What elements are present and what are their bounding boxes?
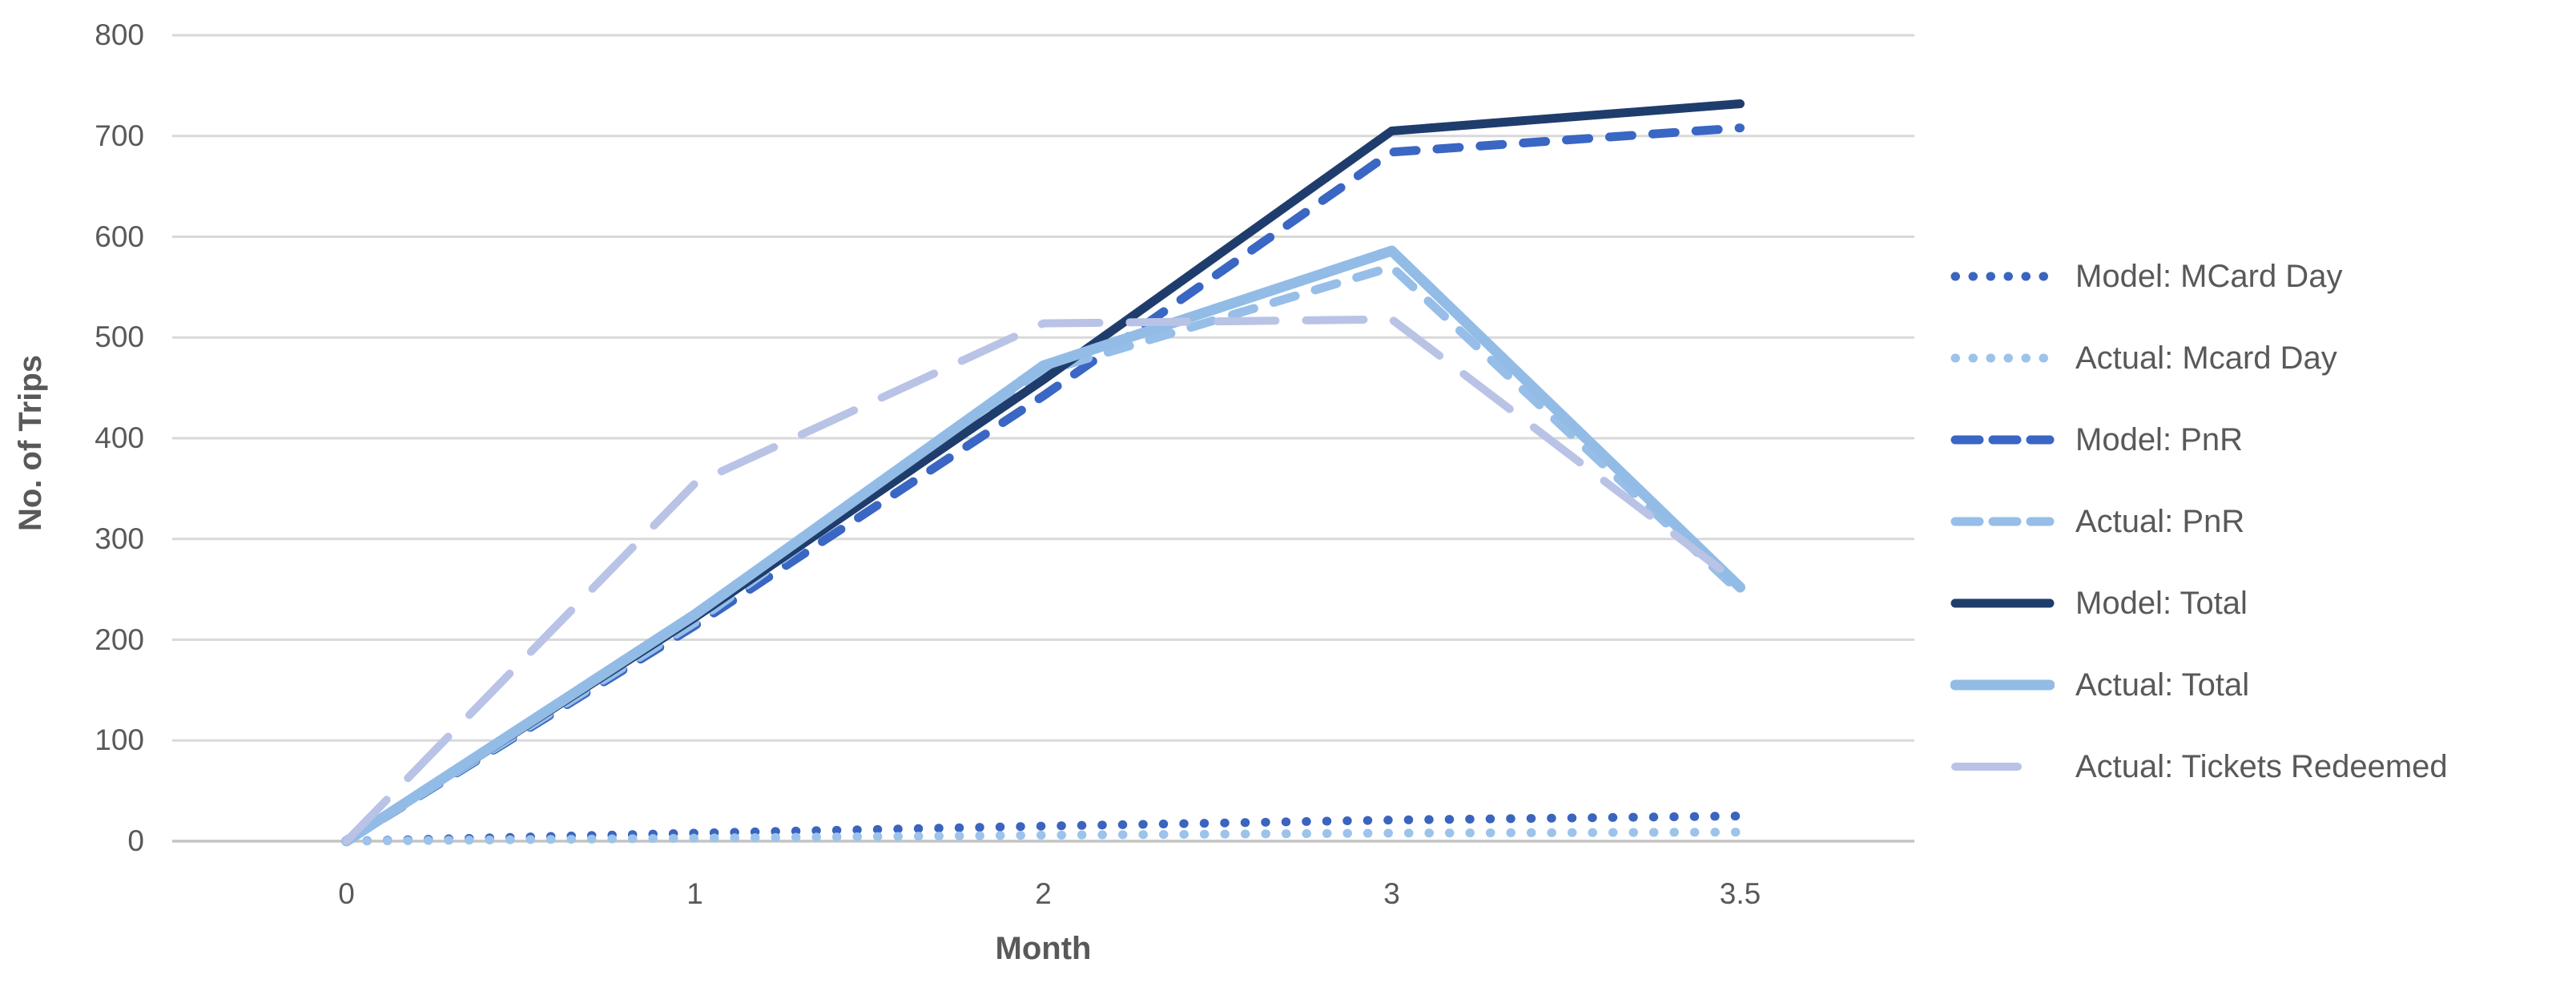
- legend-item: Actual: Tickets Redeemed: [1950, 743, 2448, 791]
- legend-item: Model: PnR: [1950, 416, 2243, 464]
- series-model-mcard-day: [342, 812, 1745, 846]
- legend-swatch-solid-icon: [1950, 598, 2055, 608]
- legend-item: Actual: Total: [1950, 661, 2249, 709]
- y-tick-label: 600: [95, 220, 144, 253]
- y-tick-label: 500: [95, 320, 144, 354]
- series-lines: [341, 99, 1745, 847]
- series-model-total: [342, 99, 1745, 846]
- y-axis-title: No. of Trips: [13, 355, 48, 531]
- legend-item: Actual: Mcard Day: [1950, 334, 2337, 382]
- gridlines: [172, 34, 1914, 843]
- legend-label: Model: Total: [2075, 585, 2248, 621]
- y-tick-label: 0: [127, 824, 144, 857]
- legend-swatch-dashed-icon: [1950, 517, 2055, 526]
- legend-item: Actual: PnR: [1950, 498, 2244, 546]
- legend-label: Actual: Total: [2075, 667, 2250, 703]
- legend-swatch-dotted-icon: [1950, 272, 2055, 281]
- legend-label: Actual: Tickets Redeemed: [2075, 748, 2448, 784]
- legend-swatch-solid-icon: [1950, 679, 2055, 691]
- legend-label: Actual: Mcard Day: [2075, 340, 2337, 376]
- series-model-pnr: [342, 123, 1745, 846]
- legend-swatch-dashed-icon: [1950, 435, 2055, 445]
- legend-item: Model: MCard Day: [1950, 252, 2342, 300]
- y-tick-label: 700: [95, 119, 144, 152]
- series-actual-mcard-day: [342, 828, 1745, 846]
- series-actual-tickets-redeemed: [342, 315, 1745, 845]
- legend-item: Model: Total: [1950, 579, 2248, 627]
- x-tick-label: 2: [1035, 877, 1052, 910]
- y-tick-label: 300: [95, 522, 144, 555]
- legend-swatch-dotted-icon: [1950, 353, 2055, 363]
- series-actual-pnr: [342, 262, 1745, 846]
- series-actual-total: [341, 245, 1745, 847]
- y-tick-label: 200: [95, 622, 144, 656]
- legend-label: Model: PnR: [2075, 421, 2243, 457]
- x-axis-title: Month: [995, 931, 1092, 966]
- x-tick-label: 1: [686, 877, 703, 910]
- legend-swatch-long-dash-icon: [1951, 763, 2054, 771]
- x-tick-label: 3: [1383, 877, 1400, 910]
- legend-label: Model: MCard Day: [2075, 258, 2343, 294]
- y-tick-label: 400: [95, 421, 144, 454]
- y-tick-label: 800: [95, 18, 144, 51]
- y-tick-label: 100: [95, 723, 144, 757]
- legend-label: Actual: PnR: [2075, 503, 2245, 539]
- x-tick-label: 0: [338, 877, 355, 910]
- x-tick-label: 3.5: [1719, 877, 1761, 910]
